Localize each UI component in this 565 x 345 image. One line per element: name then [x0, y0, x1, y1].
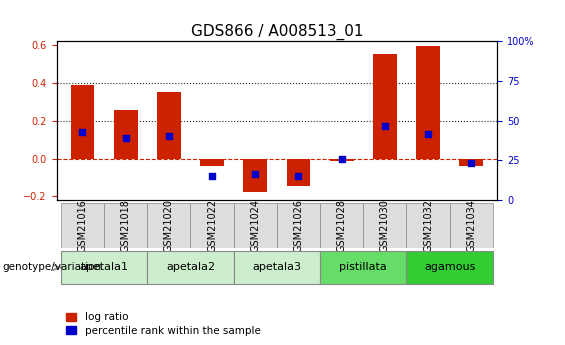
Bar: [200, 159, 224, 166]
Text: GSM21024: GSM21024: [250, 199, 260, 252]
Bar: [157, 92, 181, 159]
Bar: [330, 159, 354, 161]
Bar: [406, 251, 493, 284]
Bar: [277, 203, 320, 248]
Point: [337, 156, 346, 161]
Text: pistillata: pistillata: [340, 263, 387, 272]
Text: genotype/variation: genotype/variation: [3, 263, 102, 272]
Text: GSM21022: GSM21022: [207, 199, 217, 252]
Bar: [450, 203, 493, 248]
Text: GSM21032: GSM21032: [423, 199, 433, 252]
Point: [251, 171, 260, 177]
Bar: [459, 159, 483, 166]
Point: [207, 174, 216, 179]
Text: GSM21030: GSM21030: [380, 199, 390, 252]
Text: GSM21016: GSM21016: [77, 199, 88, 252]
Text: apetala2: apetala2: [166, 263, 215, 272]
Text: GSM21020: GSM21020: [164, 199, 174, 252]
Text: GSM21026: GSM21026: [293, 199, 303, 252]
Bar: [406, 203, 450, 248]
Bar: [363, 203, 406, 248]
Bar: [147, 203, 190, 248]
Bar: [320, 203, 363, 248]
Point: [294, 173, 303, 178]
Text: apetala3: apetala3: [253, 263, 301, 272]
Point: [121, 136, 130, 141]
Text: apetala1: apetala1: [80, 263, 128, 272]
Bar: [71, 85, 94, 159]
Bar: [320, 251, 406, 284]
Point: [380, 124, 389, 129]
Bar: [61, 251, 147, 284]
Title: GDS866 / A008513_01: GDS866 / A008513_01: [190, 24, 363, 40]
Text: GSM21034: GSM21034: [466, 199, 476, 252]
Text: agamous: agamous: [424, 263, 475, 272]
Bar: [61, 203, 104, 248]
Bar: [244, 159, 267, 191]
Text: GSM21018: GSM21018: [121, 199, 131, 252]
Text: GSM21028: GSM21028: [337, 199, 347, 252]
Bar: [190, 203, 234, 248]
Point: [78, 129, 87, 135]
Point: [424, 131, 433, 137]
Point: [467, 160, 476, 166]
Bar: [234, 203, 277, 248]
Legend: log ratio, percentile rank within the sample: log ratio, percentile rank within the sa…: [62, 308, 264, 340]
Point: [164, 133, 173, 139]
Bar: [234, 251, 320, 284]
Bar: [373, 54, 397, 159]
Bar: [286, 159, 310, 186]
Bar: [114, 110, 137, 159]
Bar: [104, 203, 147, 248]
Bar: [147, 251, 234, 284]
Bar: [416, 46, 440, 159]
